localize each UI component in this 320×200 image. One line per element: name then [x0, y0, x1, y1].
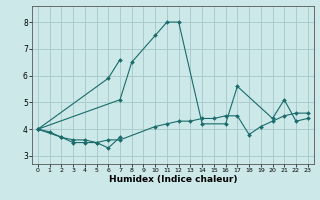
X-axis label: Humidex (Indice chaleur): Humidex (Indice chaleur) [108, 175, 237, 184]
